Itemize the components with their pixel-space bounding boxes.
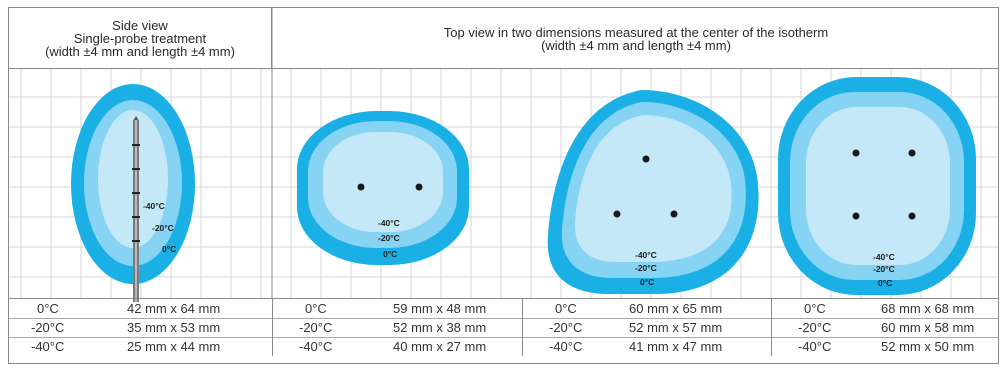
side-view-single-probe: -40°C -20°C 0°C [71, 84, 195, 302]
dims-cell: 60 mm x 65 mm [629, 301, 723, 316]
dims-cell: 68 mm x 68 mm [881, 301, 975, 316]
temp-cell: 0°C [804, 301, 826, 316]
top-view-tolerance: (width ±4 mm and length ±4 mm) [541, 38, 731, 53]
probe-dot [415, 183, 423, 191]
label-minus20: -20°C [378, 233, 400, 243]
table-row: -40°C 25 mm x 44 mm [9, 337, 272, 356]
table-two-probes: 0°C 59 mm x 48 mm -20°C 52 mm x 38 mm -4… [272, 299, 522, 363]
table-three-probes: 0°C 60 mm x 65 mm -20°C 52 mm x 57 mm -4… [522, 299, 771, 363]
zone-minus40c [323, 132, 443, 232]
temp-cell: 0°C [555, 301, 577, 316]
probe-dot [852, 212, 860, 220]
top-view-header: Top view in two dimensions measured at t… [272, 8, 998, 69]
table-row: -40°C 52 mm x 50 mm [771, 337, 998, 356]
temp-cell: -40°C [31, 339, 65, 354]
top-view-four-probes: -40°C -20°C 0°C [778, 77, 976, 295]
top-view-title: Top view in two dimensions measured at t… [443, 25, 829, 40]
table-row: -40°C 41 mm x 47 mm [522, 337, 771, 356]
table-row: 0°C 68 mm x 68 mm [771, 299, 998, 318]
table-row: -20°C 52 mm x 38 mm [272, 318, 522, 337]
dims-cell: 52 mm x 57 mm [629, 320, 723, 335]
label-minus20: -20°C [635, 263, 657, 273]
label-minus20: -20°C [873, 264, 895, 274]
label-zero: 0°C [162, 244, 176, 254]
table-row: -20°C 60 mm x 58 mm [771, 318, 998, 337]
label-minus40: -40°C [635, 250, 657, 260]
side-view-tolerance: (width ±4 mm and length ±4 mm) [45, 43, 235, 59]
dims-cell: 41 mm x 47 mm [629, 339, 723, 354]
dims-cell: 52 mm x 50 mm [881, 339, 975, 354]
dims-cell: 60 mm x 58 mm [881, 320, 975, 335]
label-minus20: -20°C [152, 223, 174, 233]
probe [132, 116, 140, 302]
probe-dot [613, 210, 621, 218]
row-divider [9, 337, 998, 338]
probe-dot [357, 183, 365, 191]
isotherm-figure: -40°C -20°C 0°C -40°C -20°C 0°C -40°C -2… [8, 7, 999, 364]
column-divider [272, 299, 273, 356]
side-view-subtitle: Single-probe treatment [73, 30, 207, 46]
probe-dot [852, 149, 860, 157]
temp-cell: -40°C [798, 339, 832, 354]
dims-cell: 25 mm x 44 mm [127, 339, 221, 354]
side-view-title: Side view [112, 17, 168, 33]
probe-dot [908, 212, 916, 220]
table-row: 0°C 60 mm x 65 mm [522, 299, 771, 318]
dims-cell: 52 mm x 38 mm [393, 320, 487, 335]
dims-cell: 59 mm x 48 mm [393, 301, 487, 316]
table-row: -20°C 52 mm x 57 mm [522, 318, 771, 337]
probe-dot [908, 149, 916, 157]
column-divider [522, 299, 523, 356]
temp-cell: -20°C [299, 320, 333, 335]
probe-dot [670, 210, 678, 218]
dims-cell: 35 mm x 53 mm [127, 320, 221, 335]
probe-ticks [132, 144, 140, 242]
temp-cell: -20°C [549, 320, 583, 335]
top-view-two-probes: -40°C -20°C 0°C [297, 111, 469, 265]
temp-cell: -40°C [299, 339, 333, 354]
label-zero: 0°C [383, 249, 397, 259]
table-row: -40°C 40 mm x 27 mm [272, 337, 522, 356]
column-divider [771, 299, 772, 356]
label-minus40: -40°C [378, 218, 400, 228]
dims-cell: 40 mm x 27 mm [393, 339, 487, 354]
dims-cell: 42 mm x 64 mm [127, 301, 221, 316]
isotherm-diagram: -40°C -20°C 0°C -40°C -20°C 0°C -40°C -2… [9, 8, 998, 302]
probe-dot [642, 155, 650, 163]
label-minus40: -40°C [873, 252, 895, 262]
label-zero: 0°C [640, 277, 654, 287]
table-row: 0°C 59 mm x 48 mm [272, 299, 522, 318]
zone-minus40c [806, 107, 950, 265]
top-view-three-probes: -40°C -20°C 0°C [547, 90, 759, 294]
row-divider [9, 318, 998, 319]
table-row: -20°C 35 mm x 53 mm [9, 318, 272, 337]
table-four-probes: 0°C 68 mm x 68 mm -20°C 60 mm x 58 mm -4… [771, 299, 998, 363]
side-view-header: Side view Single-probe treatment (width … [9, 8, 272, 69]
zone-minus40c [574, 115, 732, 262]
temp-cell: -20°C [798, 320, 832, 335]
temp-cell: 0°C [37, 301, 59, 316]
table-single-probe: 0°C 42 mm x 64 mm -20°C 35 mm x 53 mm -4… [9, 299, 272, 363]
dimension-tables: 0°C 42 mm x 64 mm -20°C 35 mm x 53 mm -4… [9, 298, 998, 363]
label-zero: 0°C [878, 278, 892, 288]
table-row: 0°C 42 mm x 64 mm [9, 299, 272, 318]
temp-cell: -20°C [31, 320, 65, 335]
temp-cell: -40°C [549, 339, 583, 354]
temp-cell: 0°C [305, 301, 327, 316]
label-minus40: -40°C [143, 201, 165, 211]
